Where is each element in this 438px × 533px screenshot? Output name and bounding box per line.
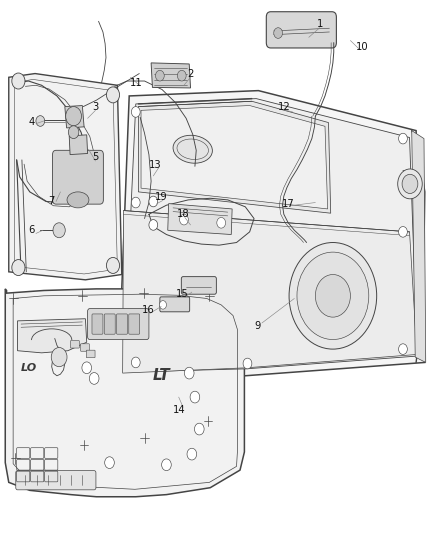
Circle shape bbox=[289, 243, 377, 349]
Circle shape bbox=[149, 196, 158, 207]
Text: 5: 5 bbox=[92, 152, 99, 162]
Text: 12: 12 bbox=[277, 102, 290, 111]
Text: 3: 3 bbox=[92, 102, 99, 111]
Circle shape bbox=[12, 73, 25, 89]
Circle shape bbox=[399, 344, 407, 354]
Circle shape bbox=[184, 367, 194, 379]
FancyBboxPatch shape bbox=[181, 277, 216, 294]
Circle shape bbox=[274, 28, 283, 38]
Polygon shape bbox=[124, 99, 417, 372]
Ellipse shape bbox=[67, 192, 89, 208]
Circle shape bbox=[66, 107, 81, 126]
Circle shape bbox=[399, 133, 407, 144]
Circle shape bbox=[149, 220, 158, 230]
FancyBboxPatch shape bbox=[92, 314, 103, 334]
Polygon shape bbox=[138, 101, 331, 213]
Circle shape bbox=[177, 70, 186, 81]
Circle shape bbox=[315, 274, 350, 317]
Circle shape bbox=[194, 423, 204, 435]
Text: 13: 13 bbox=[149, 160, 162, 170]
FancyBboxPatch shape bbox=[266, 12, 336, 48]
Text: 2: 2 bbox=[187, 69, 194, 78]
FancyBboxPatch shape bbox=[16, 471, 96, 490]
Circle shape bbox=[131, 197, 140, 208]
Circle shape bbox=[53, 223, 65, 238]
Circle shape bbox=[131, 107, 140, 117]
Circle shape bbox=[190, 391, 200, 403]
Text: 19: 19 bbox=[155, 192, 168, 202]
Polygon shape bbox=[9, 74, 122, 280]
Circle shape bbox=[82, 362, 92, 374]
Text: 7: 7 bbox=[49, 197, 55, 206]
Circle shape bbox=[159, 301, 166, 309]
Text: 15: 15 bbox=[175, 289, 188, 299]
Circle shape bbox=[399, 227, 407, 237]
FancyBboxPatch shape bbox=[117, 314, 127, 334]
Circle shape bbox=[398, 169, 422, 199]
Circle shape bbox=[162, 459, 171, 471]
Circle shape bbox=[51, 348, 67, 367]
Circle shape bbox=[106, 87, 120, 103]
Circle shape bbox=[217, 217, 226, 228]
Circle shape bbox=[155, 70, 164, 81]
Text: 4: 4 bbox=[28, 117, 35, 126]
FancyBboxPatch shape bbox=[53, 150, 103, 204]
Circle shape bbox=[131, 357, 140, 368]
Polygon shape bbox=[168, 204, 232, 235]
FancyBboxPatch shape bbox=[71, 341, 79, 348]
Text: 14: 14 bbox=[173, 406, 186, 415]
Text: LO: LO bbox=[20, 363, 37, 373]
Polygon shape bbox=[18, 319, 87, 353]
Circle shape bbox=[106, 257, 120, 273]
Text: 11: 11 bbox=[129, 78, 142, 87]
Circle shape bbox=[243, 358, 252, 369]
Polygon shape bbox=[5, 289, 244, 497]
Circle shape bbox=[105, 457, 114, 469]
FancyBboxPatch shape bbox=[88, 309, 149, 340]
Text: 18: 18 bbox=[177, 209, 189, 219]
Text: 10: 10 bbox=[357, 42, 369, 52]
FancyBboxPatch shape bbox=[129, 314, 140, 334]
Ellipse shape bbox=[173, 135, 212, 163]
FancyBboxPatch shape bbox=[81, 344, 89, 351]
Circle shape bbox=[36, 116, 45, 126]
Polygon shape bbox=[151, 63, 191, 88]
Circle shape bbox=[297, 252, 369, 340]
Text: 17: 17 bbox=[282, 199, 295, 208]
Text: LT: LT bbox=[152, 368, 170, 383]
Circle shape bbox=[12, 260, 25, 276]
Circle shape bbox=[180, 214, 188, 225]
Polygon shape bbox=[118, 91, 425, 379]
Text: 16: 16 bbox=[141, 305, 155, 315]
Polygon shape bbox=[69, 135, 88, 155]
Polygon shape bbox=[123, 211, 417, 373]
FancyBboxPatch shape bbox=[160, 297, 190, 312]
Polygon shape bbox=[65, 106, 84, 128]
FancyBboxPatch shape bbox=[104, 314, 115, 334]
Polygon shape bbox=[412, 131, 426, 362]
Text: 1: 1 bbox=[317, 19, 323, 29]
Circle shape bbox=[68, 126, 79, 139]
Circle shape bbox=[402, 174, 418, 193]
Circle shape bbox=[187, 448, 197, 460]
Circle shape bbox=[89, 373, 99, 384]
FancyBboxPatch shape bbox=[86, 350, 95, 358]
Text: 6: 6 bbox=[28, 225, 35, 235]
Polygon shape bbox=[141, 106, 328, 209]
Text: 9: 9 bbox=[254, 321, 261, 331]
